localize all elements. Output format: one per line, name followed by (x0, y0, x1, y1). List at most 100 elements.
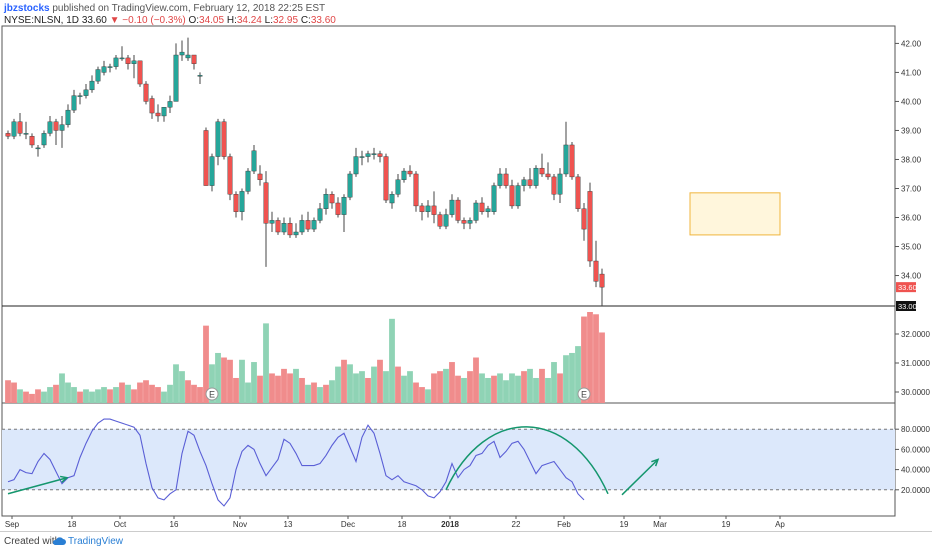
candle-body (497, 173, 503, 186)
volume-bar (197, 387, 203, 403)
volume-bar (431, 373, 437, 403)
volume-bar (119, 382, 125, 403)
candle-body (359, 156, 365, 158)
high-value: 34.24 (236, 15, 262, 26)
stochastic-tick-label: 60.0000 (901, 445, 930, 454)
volume-bar (107, 389, 113, 403)
volume-bar (365, 377, 371, 403)
low-label: L: (264, 15, 273, 26)
time-tick-label: Mar (653, 520, 667, 529)
candle-body (407, 170, 413, 175)
low-value: 32.95 (273, 15, 299, 26)
volume-bar (485, 377, 491, 403)
price-tick-label: 36.00 (901, 214, 922, 223)
volume-bar (11, 382, 17, 403)
candle-body (125, 57, 131, 64)
volume-bar (221, 357, 227, 403)
candle-body (11, 121, 17, 137)
volume-bar (521, 371, 527, 403)
last-price-tag (896, 282, 916, 293)
candle-body (5, 133, 11, 137)
candle-body (431, 205, 437, 215)
candle-body (149, 98, 155, 114)
volume-bar (293, 368, 299, 403)
volume-bar (527, 368, 533, 403)
volume-bar (101, 387, 107, 403)
price-change: ▼ −0.10 (−0.3%) (109, 15, 186, 26)
time-tick-label: 2018 (441, 520, 459, 529)
volume-bar (335, 366, 341, 403)
volume-bar (467, 371, 473, 403)
volume-bar (263, 323, 269, 403)
volume-bar (551, 362, 557, 403)
volume-tick-label: 32.0000 (901, 330, 930, 339)
volume-bar (161, 391, 167, 403)
volume-bar (305, 384, 311, 403)
candle-body (383, 156, 389, 201)
volume-bar (83, 389, 89, 403)
volume-bar (407, 371, 413, 403)
candle-body (443, 214, 449, 227)
footer: Created with TradingView (0, 531, 932, 551)
volume-bar (95, 389, 101, 403)
volume-bar (5, 380, 11, 403)
last-price: 33.60 (81, 15, 107, 26)
crosshair-price-label: 33.00 (898, 302, 917, 311)
volume-bar (473, 357, 479, 403)
volume-bar (599, 332, 605, 403)
stochastic-tick-label: 80.0000 (901, 425, 930, 434)
volume-bar (515, 375, 521, 403)
candle-body (65, 109, 71, 125)
candle-body (491, 185, 497, 212)
volume-bar (575, 346, 581, 403)
candle-body (17, 121, 23, 134)
volume-bar (257, 375, 263, 403)
candle-body (161, 107, 167, 117)
candle-body (365, 153, 371, 157)
candle-body (467, 220, 473, 224)
candle-body (107, 66, 113, 68)
stochastic-line (7, 418, 585, 507)
candle-body (281, 223, 287, 233)
volume-bar (347, 364, 353, 403)
candle-body (515, 185, 521, 207)
volume-bar (125, 384, 131, 403)
tradingview-brand[interactable]: TradingView (68, 536, 124, 547)
candle-body (473, 202, 479, 221)
volume-bar (185, 380, 191, 403)
volume-bar (455, 375, 461, 403)
volume-bar (443, 368, 449, 403)
candle-body (311, 220, 317, 230)
rounding-top-arc (445, 426, 609, 495)
candle-body (503, 173, 509, 186)
candle-body (599, 273, 605, 288)
stochastic-tick-label: 40.0000 (901, 466, 930, 475)
stochastic-band-fill (2, 429, 895, 490)
time-tick-label: 18 (398, 520, 407, 529)
price-tick-label: 34.00 (901, 272, 922, 281)
candle-body (221, 121, 227, 157)
earnings-marker-label: E (581, 390, 587, 400)
candle-body (401, 170, 407, 180)
candle-body (35, 147, 41, 150)
open-label: O: (188, 15, 200, 26)
candle-body (137, 60, 143, 85)
candle-body (227, 156, 233, 195)
candle-body (533, 167, 539, 186)
volume-bar (557, 373, 563, 403)
candle-body (143, 83, 149, 102)
candle-body (131, 60, 137, 64)
volume-bar (173, 364, 179, 403)
volume-bar (137, 382, 143, 403)
volume-bar (329, 380, 335, 403)
created-with-text: Created with (4, 536, 61, 547)
candle-body (113, 57, 119, 67)
volume-bar (269, 373, 275, 403)
author-link[interactable]: jbzstocks (4, 3, 50, 14)
candle-body (95, 69, 101, 82)
candle-body (197, 75, 203, 77)
candlestick-series (5, 37, 605, 306)
volume-bar (149, 384, 155, 403)
candle-body (275, 220, 281, 233)
